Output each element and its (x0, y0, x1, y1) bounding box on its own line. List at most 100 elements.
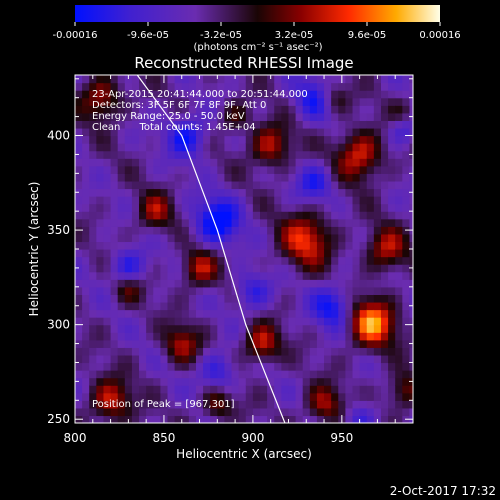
heatmap-cell (231, 294, 240, 303)
heatmap-cell (316, 218, 325, 227)
heatmap-cell (224, 324, 233, 333)
heatmap-cell (195, 82, 204, 91)
heatmap-cell (124, 256, 133, 265)
heatmap-cell (188, 241, 197, 250)
heatmap-cell (75, 135, 83, 144)
heatmap-cell (402, 112, 411, 121)
heatmap-cell (274, 309, 282, 318)
heatmap-cell (117, 279, 126, 288)
heatmap-cell (302, 249, 311, 258)
heatmap-cell (324, 127, 332, 137)
heatmap-cell (153, 286, 161, 295)
heatmap-cell (231, 377, 240, 386)
heatmap-cell (366, 249, 375, 258)
heatmap-cell (252, 339, 261, 348)
heatmap-cell (188, 120, 197, 129)
heatmap-cell (224, 332, 233, 341)
heatmap-cell (203, 332, 211, 341)
heatmap-cell (103, 377, 112, 386)
heatmap-cell (331, 332, 339, 341)
heatmap-cell (167, 332, 176, 341)
heatmap-cell (231, 309, 240, 318)
heatmap-cell (210, 127, 218, 137)
heatmap-cell (203, 173, 211, 182)
heatmap-cell (110, 264, 119, 273)
heatmap-cell (260, 279, 268, 288)
heatmap-cell (82, 317, 90, 326)
heatmap-cell (331, 339, 339, 348)
heatmap-cell (331, 97, 339, 106)
heatmap-cell (160, 385, 169, 394)
heatmap-cell (331, 241, 339, 250)
heatmap-cell (146, 370, 154, 379)
heatmap-cell (309, 226, 318, 235)
x-tick-label: 800 (64, 431, 87, 445)
heatmap-cell (395, 90, 403, 99)
heatmap-cell (160, 226, 169, 235)
heatmap-cell (359, 150, 368, 159)
heatmap-cell (139, 370, 147, 379)
heatmap-cell (139, 218, 147, 227)
heatmap-cell (96, 135, 105, 144)
heatmap-cell (295, 339, 304, 348)
heatmap-cell (146, 180, 154, 190)
heatmap-cell (252, 90, 261, 99)
heatmap-cell (224, 256, 233, 265)
heatmap-cell (96, 226, 105, 235)
heatmap-cell (316, 362, 325, 371)
heatmap-cell (131, 203, 140, 212)
heatmap-cell (203, 256, 211, 265)
heatmap-cell (89, 249, 97, 258)
heatmap-cell (395, 370, 403, 379)
heatmap-cell (139, 332, 147, 341)
heatmap-cell (103, 279, 112, 288)
heatmap-cell (174, 392, 183, 401)
heatmap-cell (139, 362, 147, 371)
heatmap-cell (103, 256, 112, 265)
heatmap-cell (345, 165, 354, 174)
heatmap-cell (260, 264, 268, 273)
heatmap-cell (380, 317, 389, 326)
heatmap-cell (139, 271, 147, 280)
heatmap-cell (252, 211, 261, 220)
heatmap-cell (274, 249, 282, 258)
heatmap-cell (146, 332, 154, 341)
heatmap-cell (203, 324, 211, 333)
heatmap-cell (238, 75, 247, 84)
heatmap-cell (139, 105, 147, 114)
heatmap-cell (160, 218, 169, 227)
heatmap-cell (238, 377, 247, 386)
heatmap-cell (117, 143, 126, 152)
heatmap-cell (203, 271, 211, 280)
heatmap-cell (252, 362, 261, 371)
heatmap-cell (395, 264, 403, 273)
heatmap-cell (316, 188, 325, 197)
heatmap-cell (281, 294, 290, 303)
heatmap-cell (188, 211, 197, 220)
heatmap-cell (274, 415, 282, 423)
heatmap-cell (167, 317, 176, 326)
heatmap-cell (203, 105, 211, 114)
heatmap-cell (224, 354, 233, 364)
heatmap-cell (366, 241, 375, 250)
heatmap-cell (203, 211, 211, 220)
heatmap-cell (110, 196, 119, 205)
heatmap-cell (288, 143, 297, 152)
heatmap-cell (181, 324, 190, 333)
heatmap-cell (195, 203, 204, 212)
heatmap-cell (103, 324, 112, 333)
heatmap-cell (252, 271, 261, 280)
heatmap-cell (110, 354, 119, 364)
heatmap-cell (124, 317, 133, 326)
heatmap-cell (359, 158, 368, 167)
heatmap-cell (181, 385, 190, 394)
heatmap-cell (324, 135, 332, 144)
heatmap-cell (96, 407, 105, 417)
heatmap-cell (324, 279, 332, 288)
heatmap-cell (380, 233, 389, 243)
heatmap-cell (338, 324, 346, 333)
heatmap-cell (338, 226, 346, 235)
heatmap-cell (345, 188, 354, 197)
heatmap-cell (281, 249, 290, 258)
heatmap-cell (331, 90, 339, 99)
